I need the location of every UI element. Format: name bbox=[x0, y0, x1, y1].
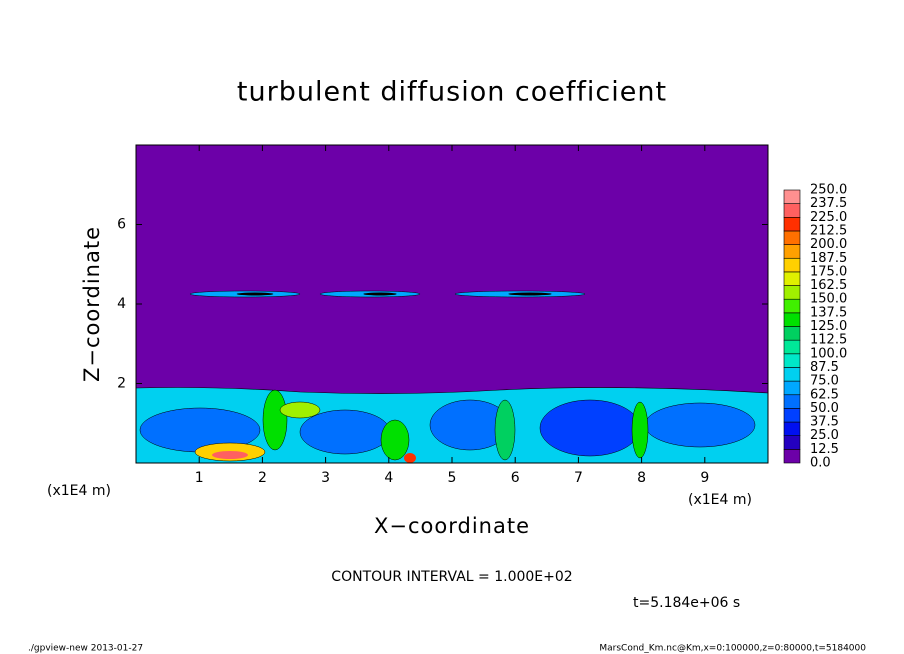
colorbar-box bbox=[783, 298, 801, 314]
x-tick-label: 4 bbox=[384, 470, 393, 486]
x-axis-label: X−coordinate bbox=[374, 514, 530, 538]
x-unit-left: (x1E4 m) bbox=[47, 483, 111, 499]
y-tick-label: 6 bbox=[117, 217, 126, 233]
colorbar-box bbox=[783, 408, 801, 423]
colorbar-label: 0.0 bbox=[810, 456, 831, 471]
colorbar-label: 112.5 bbox=[810, 333, 847, 348]
contour-fill bbox=[363, 292, 397, 296]
contour-fill bbox=[494, 399, 516, 461]
colorbar-box bbox=[783, 367, 801, 382]
x-tick-label: 6 bbox=[511, 470, 520, 486]
colorbar-label: 212.5 bbox=[810, 223, 847, 238]
contour-interval: CONTOUR INTERVAL = 1.000E+02 bbox=[331, 569, 572, 585]
colorbar-label: 162.5 bbox=[810, 278, 847, 293]
colorbar-box bbox=[783, 421, 801, 436]
colorbar-box bbox=[783, 203, 801, 218]
y-axis-label: Z−coordinate bbox=[80, 226, 104, 382]
chart-title: turbulent diffusion coefficient bbox=[237, 77, 667, 108]
contour-fill bbox=[404, 453, 416, 463]
x-tick-label: 5 bbox=[448, 470, 457, 486]
colorbar-label: 187.5 bbox=[810, 251, 847, 266]
contour-fill bbox=[299, 409, 391, 455]
colorbar-label: 62.5 bbox=[810, 387, 839, 402]
colorbar-box bbox=[783, 435, 801, 450]
colorbar-label: 150.0 bbox=[810, 292, 847, 307]
colorbar-box bbox=[783, 326, 801, 341]
colorbar-box bbox=[783, 380, 801, 396]
x-tick-label: 8 bbox=[637, 470, 646, 486]
colorbar-label: 37.5 bbox=[810, 415, 839, 430]
colorbar-box bbox=[783, 339, 801, 355]
colorbar-label: 175.0 bbox=[810, 264, 847, 279]
colorbar-label: 200.0 bbox=[810, 237, 847, 252]
colorbar-box bbox=[783, 244, 801, 259]
colorbar-box bbox=[783, 189, 801, 204]
colorbar-box bbox=[783, 394, 801, 409]
x-tick-label: 7 bbox=[574, 470, 583, 486]
colorbar-label: 125.0 bbox=[810, 319, 847, 334]
x-tick-label: 9 bbox=[700, 470, 709, 486]
colorbar-box bbox=[783, 312, 801, 327]
colorbar-label: 25.0 bbox=[810, 428, 839, 443]
colorbar-label: 225.0 bbox=[810, 210, 847, 225]
y-tick-label: 2 bbox=[117, 376, 126, 392]
x-unit-right: (x1E4 m) bbox=[688, 492, 752, 508]
colorbar-label: 237.5 bbox=[810, 196, 847, 211]
colorbar-box bbox=[783, 285, 801, 300]
contour-fill bbox=[380, 419, 410, 461]
colorbar-box bbox=[783, 257, 801, 273]
contour-fill bbox=[644, 402, 756, 448]
colorbar-label: 250.0 bbox=[810, 183, 847, 198]
contour-fill bbox=[212, 451, 248, 459]
colorbar-box bbox=[783, 449, 801, 464]
contour-fill bbox=[508, 292, 552, 296]
contour-fill bbox=[236, 292, 274, 296]
y-tick-label: 4 bbox=[117, 296, 126, 312]
footer-left: ./gpview-new 2013-01-27 bbox=[28, 644, 143, 654]
colorbar-label: 100.0 bbox=[810, 346, 847, 361]
x-tick-label: 2 bbox=[258, 470, 267, 486]
contour-fill bbox=[279, 401, 321, 419]
footer-right: MarsCond_Km.nc@Km,x=0:100000,z=0:80000,t… bbox=[599, 644, 866, 654]
contour-fill bbox=[631, 401, 649, 459]
colorbar-label: 50.0 bbox=[810, 401, 839, 416]
colorbar-box bbox=[783, 353, 801, 368]
colorbar-label: 12.5 bbox=[810, 442, 839, 457]
time-label: t=5.184e+06 s bbox=[633, 595, 740, 611]
x-tick-label: 1 bbox=[195, 470, 204, 486]
contour-fill bbox=[262, 389, 288, 451]
colorbar-box bbox=[783, 230, 801, 245]
contour-fill bbox=[539, 399, 641, 457]
colorbar-label: 137.5 bbox=[810, 305, 847, 320]
colorbar-box bbox=[783, 271, 801, 286]
colorbar-box bbox=[783, 217, 801, 232]
colorbar-label: 75.0 bbox=[810, 374, 839, 389]
x-tick-label: 3 bbox=[321, 470, 330, 486]
colorbar-label: 87.5 bbox=[810, 360, 839, 375]
